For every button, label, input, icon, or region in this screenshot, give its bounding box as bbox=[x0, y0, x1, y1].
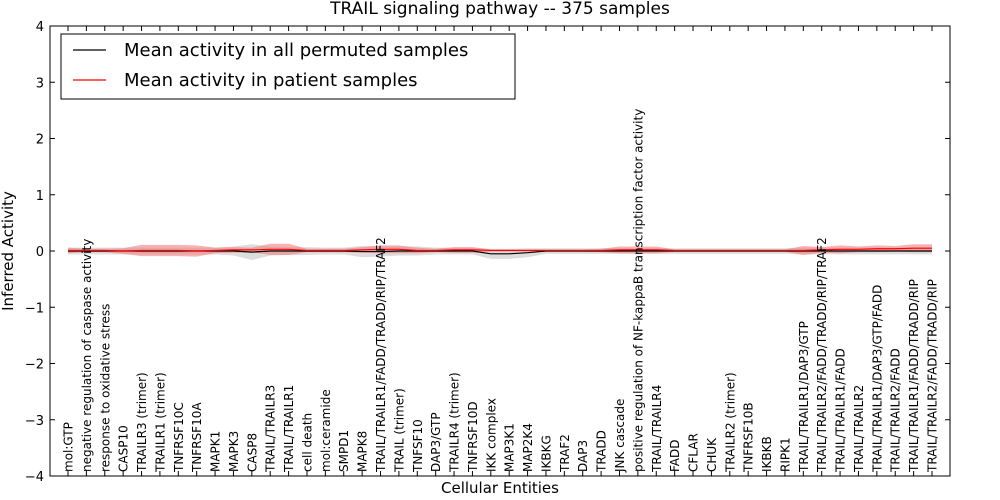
x-category-label: JNK cascade bbox=[613, 399, 627, 473]
x-category-label: TRAIL/TRAILR2/FADD/TRADD/RIP bbox=[926, 279, 940, 473]
x-category-label: IKBKG bbox=[539, 435, 553, 472]
confidence-bands bbox=[68, 243, 932, 260]
x-category-label: TRADD bbox=[595, 430, 609, 473]
y-tick-label: −1 bbox=[25, 301, 44, 316]
x-category-label: TRAIL/TRAILR3 bbox=[264, 385, 278, 473]
x-axis-title: Cellular Entities bbox=[441, 479, 559, 497]
x-category-label: TNFSF10 bbox=[411, 419, 425, 473]
y-axis-title: Inferred Activity bbox=[0, 191, 17, 311]
x-category-label: negative regulation of caspase activity bbox=[80, 239, 94, 472]
x-category-label: TRAIL/TRAILR4 bbox=[650, 385, 664, 473]
legend-label-patient: Mean activity in patient samples bbox=[124, 70, 418, 91]
x-category-label: CASP8 bbox=[245, 433, 259, 472]
legend-box bbox=[60, 33, 516, 100]
y-tick-label: 0 bbox=[36, 245, 44, 260]
x-category-label: CASP10 bbox=[117, 425, 131, 472]
x-category-label: TRAIL (trimer) bbox=[392, 388, 406, 473]
x-category-label: MAP2K4 bbox=[521, 423, 535, 472]
x-category-label: FADD bbox=[668, 440, 682, 473]
x-category-label: TRAIL/TRAILR1/FADD bbox=[834, 348, 848, 473]
x-category-label: RIPK1 bbox=[778, 437, 792, 472]
x-category-label: mol:ceramide bbox=[319, 389, 333, 472]
x-category-label: TRAIL/TRAILR1 bbox=[282, 385, 296, 473]
x-category-label: IKBKB bbox=[760, 436, 774, 472]
x-category-label: TRAF2 bbox=[558, 434, 572, 473]
x-category-label: TRAIL/TRAILR2/FADD bbox=[889, 348, 903, 473]
y-tick-label: −3 bbox=[25, 414, 44, 429]
x-category-label: TRAILR3 (trimer) bbox=[135, 372, 149, 473]
x-category-label: TRAILR4 (trimer) bbox=[448, 372, 462, 473]
x-category-label: DAP3 bbox=[576, 440, 590, 472]
x-category-label: IKK complex bbox=[484, 398, 498, 472]
y-tick-label: 3 bbox=[36, 76, 44, 91]
x-category-label: TRAIL/TRAILR2/FADD/TRADD/RIP/TRAF2 bbox=[815, 237, 829, 473]
x-category-label: CHUK bbox=[705, 437, 719, 472]
x-category-label: MAPK3 bbox=[227, 431, 241, 472]
x-category-label: TNFRSF10C bbox=[172, 402, 186, 473]
x-category-label: MAPK1 bbox=[209, 431, 223, 472]
chart-title: TRAIL signaling pathway -- 375 samples bbox=[329, 0, 670, 19]
x-category-label: CFLAR bbox=[687, 433, 701, 472]
x-category-label: MAPK8 bbox=[356, 431, 370, 472]
legend: Mean activity in all permuted samples Me… bbox=[60, 33, 516, 100]
x-category-label: mol:GTP bbox=[62, 422, 76, 472]
x-category-label: TRAIL/TRAILR1/FADD/TRADD/RIP/TRAF2 bbox=[374, 237, 388, 473]
y-tick-label: 2 bbox=[36, 133, 44, 148]
x-category-label: TNFRSF10A bbox=[190, 402, 204, 473]
x-axis: mol:GTP negative regulation of caspase ac… bbox=[62, 26, 940, 476]
x-category-label: DAP3/GTP bbox=[429, 412, 443, 472]
x-category-label: positive regulation of NF-kappaB transcr… bbox=[631, 109, 645, 472]
x-category-label: TRAIL/TRAILR1/DAP3/GTP bbox=[797, 321, 811, 473]
x-category-label: response to oxidative stress bbox=[98, 304, 112, 472]
y-tick-label: −4 bbox=[25, 470, 44, 485]
y-tick-label: 1 bbox=[36, 189, 44, 204]
x-category-label: MAP3K1 bbox=[503, 423, 517, 472]
x-category-label: TRAIL/TRAILR2 bbox=[852, 385, 866, 473]
legend-label-permuted: Mean activity in all permuted samples bbox=[124, 40, 468, 61]
x-category-label: TRAILR2 (trimer) bbox=[723, 372, 737, 473]
x-category-label: SMPD1 bbox=[337, 430, 351, 472]
x-category-label: TRAIL/TRAILR1/DAP3/GTP/FADD bbox=[870, 285, 884, 473]
y-tick-label: 4 bbox=[36, 20, 44, 35]
x-category-label: TRAILR1 (trimer) bbox=[153, 372, 167, 473]
y-axis: 4 3 2 1 0 −1 −2 −3 −4 bbox=[25, 20, 950, 485]
x-category-label: TRAIL/TRAILR1/FADD/TRADD/RIP bbox=[907, 279, 921, 473]
x-category-label: TNFRSF10D bbox=[466, 401, 480, 473]
x-category-label: TNFRSF10B bbox=[742, 402, 756, 473]
patient-mean-line bbox=[68, 247, 932, 252]
y-tick-label: −2 bbox=[25, 358, 44, 373]
series-lines bbox=[68, 247, 932, 255]
x-category-label: cell death bbox=[300, 413, 314, 472]
